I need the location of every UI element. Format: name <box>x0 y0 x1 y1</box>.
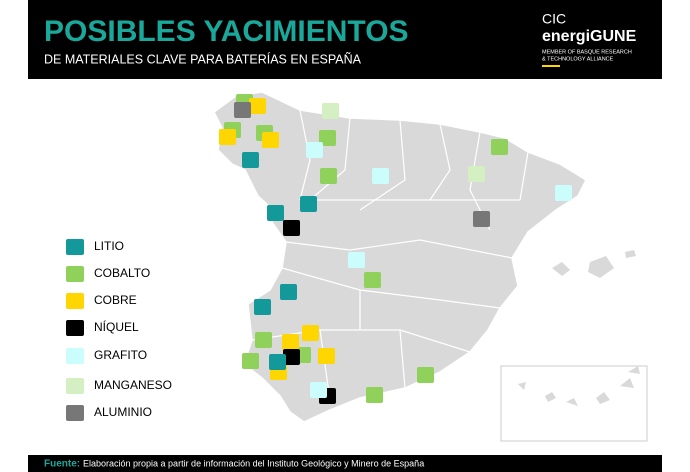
footer-text: Elaboración propia a partir de informaci… <box>83 458 424 468</box>
canary-inset <box>500 365 648 442</box>
marker-litio <box>280 284 297 300</box>
marker-litio <box>269 354 286 370</box>
marker-cobalto <box>320 168 337 184</box>
canary-islands <box>518 366 640 406</box>
marker-cobre <box>282 334 299 350</box>
marker-cobre <box>302 325 319 341</box>
marker-litio <box>254 299 271 315</box>
legend-swatch <box>66 378 84 394</box>
marker-cobalto <box>319 130 336 146</box>
legend-swatch <box>66 293 84 309</box>
marker-litio <box>300 196 317 212</box>
legend-label: COBRE <box>94 293 137 307</box>
marker-cobre <box>262 132 279 148</box>
region-borders <box>251 109 529 401</box>
logo-tagline: MEMBER OF BASQUE RESEARCH <box>542 49 632 55</box>
marker-cobalto <box>242 353 259 369</box>
marker-cobalto <box>491 139 508 155</box>
marker-grafito <box>306 142 323 158</box>
marker-niquel <box>283 349 300 365</box>
marker-cobre <box>318 348 335 364</box>
marker-cobalto <box>417 367 434 383</box>
footer-label: Fuente: <box>44 459 80 470</box>
legend-label: NÍQUEL <box>94 319 139 334</box>
balearic-islands <box>552 250 636 278</box>
marker-cobalto <box>364 272 381 288</box>
marker-litio <box>242 152 259 168</box>
legend-swatch <box>66 348 84 364</box>
marker-cobre <box>249 98 266 114</box>
marker-grafito <box>555 185 572 201</box>
footer-bar <box>28 455 662 472</box>
marker-cobalto <box>255 332 272 348</box>
logo-tagline: & TECHNOLOGY ALLIANCE <box>542 56 614 62</box>
logo-accent <box>542 65 560 67</box>
legend-label: ALUMINIO <box>94 405 152 419</box>
legend-swatch <box>66 266 84 282</box>
legend-swatch <box>66 320 84 336</box>
marker-manganeso <box>468 166 485 182</box>
marker-aluminio <box>234 102 251 118</box>
marker-manganeso <box>322 103 339 119</box>
legend-swatch <box>66 405 84 421</box>
marker-grafito <box>372 168 389 184</box>
marker-grafito <box>348 252 365 268</box>
markers <box>219 94 572 404</box>
marker-cobre <box>219 129 236 145</box>
marker-litio <box>267 205 284 221</box>
legend-label: GRAFITO <box>94 348 147 362</box>
marker-niquel <box>283 220 300 236</box>
subtitle: DE MATERIALES CLAVE PARA BATERÍAS EN ESP… <box>44 51 362 66</box>
marker-aluminio <box>473 211 490 227</box>
legend-label: LITIO <box>94 239 124 253</box>
marker-cobalto <box>366 387 383 403</box>
legend-label: MANGANESO <box>94 378 172 392</box>
logo-cic: CIC <box>542 11 566 27</box>
title: POSIBLES YACIMIENTOS <box>44 15 409 48</box>
logo-name: energiGUNE <box>542 28 637 45</box>
legend-label: COBALTO <box>94 266 150 280</box>
legend-swatch <box>66 239 84 255</box>
marker-grafito <box>310 382 327 398</box>
legend: LITIO COBALTO COBRE NÍQUEL GRAFITO MANGANESO A… <box>66 239 172 421</box>
